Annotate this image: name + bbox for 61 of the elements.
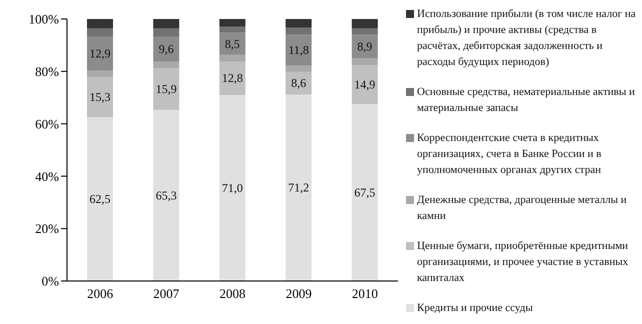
y-tick-label: 60% [35,116,60,132]
bar [153,28,180,37]
bar [153,110,180,281]
bar [87,19,113,28]
y-tick-label: 100% [28,12,60,27]
data-label: 8,5 [224,36,240,51]
legend-label: Корреспондентские счета в кредитных организациях, счета в Банке России и в уполномоченных органах других стран [417,131,602,178]
data-label: 15,9 [156,82,177,96]
bar [87,36,113,71]
bar [286,28,312,35]
bar [286,94,312,281]
legend-label: Денежные средства, драгоценные металлы и камни [417,193,628,224]
data-label: 12,9 [90,46,110,61]
data-label: 9,6 [158,42,174,56]
bar [219,26,246,33]
bar [352,28,378,35]
bar [153,62,180,68]
data-label: 8,6 [291,76,306,90]
data-label: 71,0 [222,180,243,195]
bar [352,19,378,28]
bar [352,58,378,66]
bar [352,34,378,58]
x-tick-label: 2010 [352,286,378,302]
y-tick-label: 0% [42,274,60,289]
y-tick-label: 20% [35,221,60,236]
bar [153,68,180,110]
legend-label: Основные средства, нематериальные активы и материальные запасы [417,85,636,116]
bar [153,36,180,62]
bar [153,19,180,28]
data-label: 12,8 [222,71,243,86]
bar [219,61,246,95]
data-label: 71,2 [288,180,310,195]
data-label: 67,5 [354,186,376,200]
bar [87,28,113,37]
data-label: 14,9 [354,78,376,92]
bar [352,104,378,281]
legend-label: Использование прибыли (в том числе налог на прибыль) и прочие активы (средства в расчётах, дебиторская задолженность и расходы будущих периодов) [417,7,637,70]
data-label: 62,5 [90,192,110,206]
bar [87,77,113,118]
bar [286,19,312,28]
bar [219,94,246,281]
data-label: 65,3 [156,188,177,202]
x-tick-label: 2009 [286,286,312,302]
bar [219,19,246,27]
y-tick-label: 40% [35,168,60,184]
data-label: 11,8 [288,43,309,58]
data-label: 15,3 [90,90,110,104]
bar [219,32,246,55]
bar [219,54,246,62]
bar [352,65,378,104]
data-label: 8,9 [357,39,372,54]
bar [87,117,113,281]
x-tick-label: 2006 [87,286,114,302]
x-tick-label: 2007 [153,286,180,302]
legend-label: Ценные бумаги, приобретённые кредитными организациями, и прочее участие в уставных капиталах [417,239,630,286]
legend-label: Кредиты и прочие ссуды [417,301,533,316]
bar [286,66,312,72]
y-tick-label: 80% [35,64,60,80]
x-tick-label: 2008 [220,286,246,302]
bar [87,70,113,78]
bar [286,34,312,66]
